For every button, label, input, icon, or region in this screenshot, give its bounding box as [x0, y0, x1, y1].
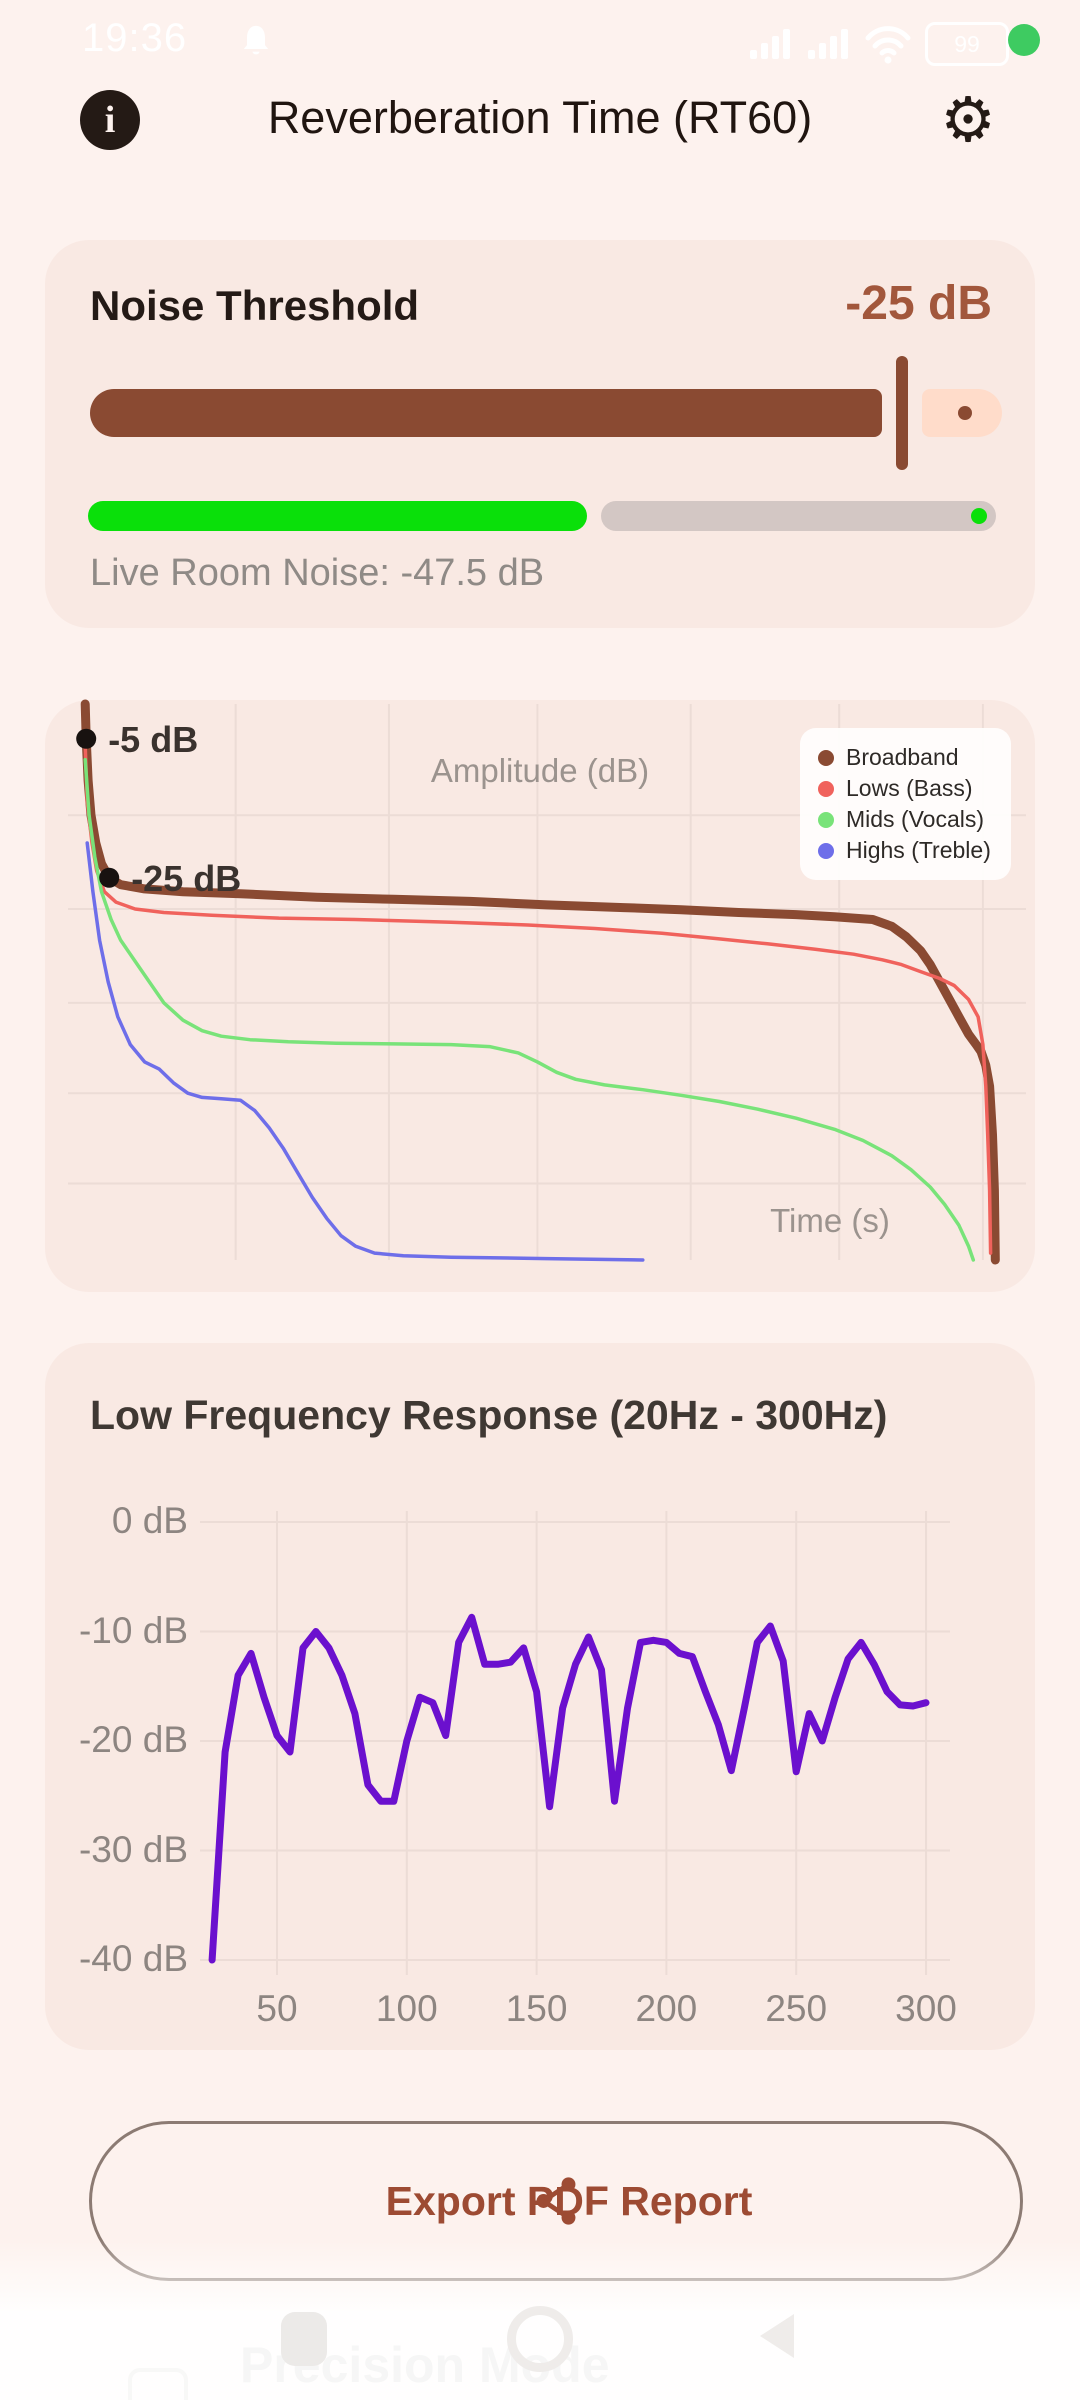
- home-circle-icon[interactable]: [507, 2306, 573, 2372]
- live-room-noise-label: Live Room Noise: -47.5 dB: [90, 552, 545, 594]
- battery-icon: 99: [925, 22, 1015, 66]
- settings-gear-icon[interactable]: ⚙: [940, 83, 996, 156]
- live-noise-level-bar: [88, 501, 588, 531]
- bell-icon: [243, 25, 269, 55]
- x-tick-label: 100: [375, 1988, 438, 2029]
- legend-color-dot: [818, 749, 834, 766]
- back-triangle-icon[interactable]: [748, 2306, 808, 2366]
- svg-text:-5 dB: -5 dB: [108, 719, 198, 760]
- live-noise-meter: [88, 501, 996, 531]
- slider-handle[interactable]: [895, 356, 908, 470]
- page-title: Reverberation Time (RT60): [267, 92, 813, 143]
- legend-label: Highs (Treble): [846, 837, 991, 863]
- battery-level: 99: [954, 30, 980, 57]
- legend-color-dot: [818, 842, 834, 859]
- y-tick-label: -30 dB: [78, 1828, 188, 1870]
- x-tick-label: 250: [765, 1988, 828, 2029]
- noise-threshold-title: Noise Threshold: [90, 282, 420, 329]
- x-tick-label: 200: [635, 1988, 698, 2029]
- slider-inactive-track[interactable]: [921, 389, 1002, 437]
- legend-item: Highs (Treble): [818, 835, 991, 866]
- cellular-signal-icon: [808, 29, 848, 59]
- low-frequency-chart-title: Low Frequency Response (20Hz - 300Hz): [90, 1392, 888, 1438]
- x-tick-label: 300: [895, 1988, 957, 2029]
- live-noise-stop-dot: [970, 508, 987, 524]
- noise-threshold-slider[interactable]: [90, 356, 1002, 470]
- rt60-chart-legend: Broadband Lows (Bass) Mids (Vocals) Highs (…: [800, 728, 1011, 880]
- x-tick-label: 50: [256, 1988, 298, 2029]
- recents-square-icon[interactable]: [281, 2312, 327, 2366]
- wifi-icon: [865, 26, 911, 64]
- rt60-y-axis-label: Amplitude (dB): [430, 752, 650, 789]
- status-bar: 19:36 99: [0, 0, 1080, 70]
- legend-item: Lows (Bass): [818, 773, 991, 804]
- x-tick-label: 150: [505, 1988, 568, 2029]
- cellular-signal-icon: [750, 29, 790, 59]
- info-button[interactable]: i: [80, 90, 140, 150]
- y-tick-label: -10 dB: [78, 1609, 188, 1651]
- svg-text:-25 dB: -25 dB: [131, 858, 241, 899]
- slider-stop-dot: [957, 406, 972, 420]
- live-noise-track: [601, 501, 996, 531]
- rt60-x-axis-label: Time (s): [770, 1202, 890, 1239]
- legend-item: Broadband: [818, 742, 991, 773]
- y-tick-label: -40 dB: [78, 1938, 188, 1979]
- low-frequency-response-chart: [200, 1511, 950, 1975]
- legend-color-dot: [818, 780, 834, 797]
- legend-item: Mids (Vocals): [818, 804, 991, 835]
- share-icon: [536, 2177, 576, 2225]
- legend-label: Lows (Bass): [846, 775, 973, 801]
- clock: 19:36: [82, 16, 188, 60]
- legend-color-dot: [818, 811, 834, 828]
- y-tick-label: -20 dB: [78, 1719, 188, 1760]
- y-tick-label: 0 dB: [111, 1500, 188, 1541]
- legend-label: Mids (Vocals): [846, 806, 985, 832]
- slider-active-track[interactable]: [90, 389, 882, 437]
- legend-label: Broadband: [846, 744, 959, 770]
- info-icon: i: [104, 99, 116, 141]
- recording-indicator-dot: [1008, 24, 1040, 56]
- noise-threshold-value: -25 dB: [845, 277, 992, 330]
